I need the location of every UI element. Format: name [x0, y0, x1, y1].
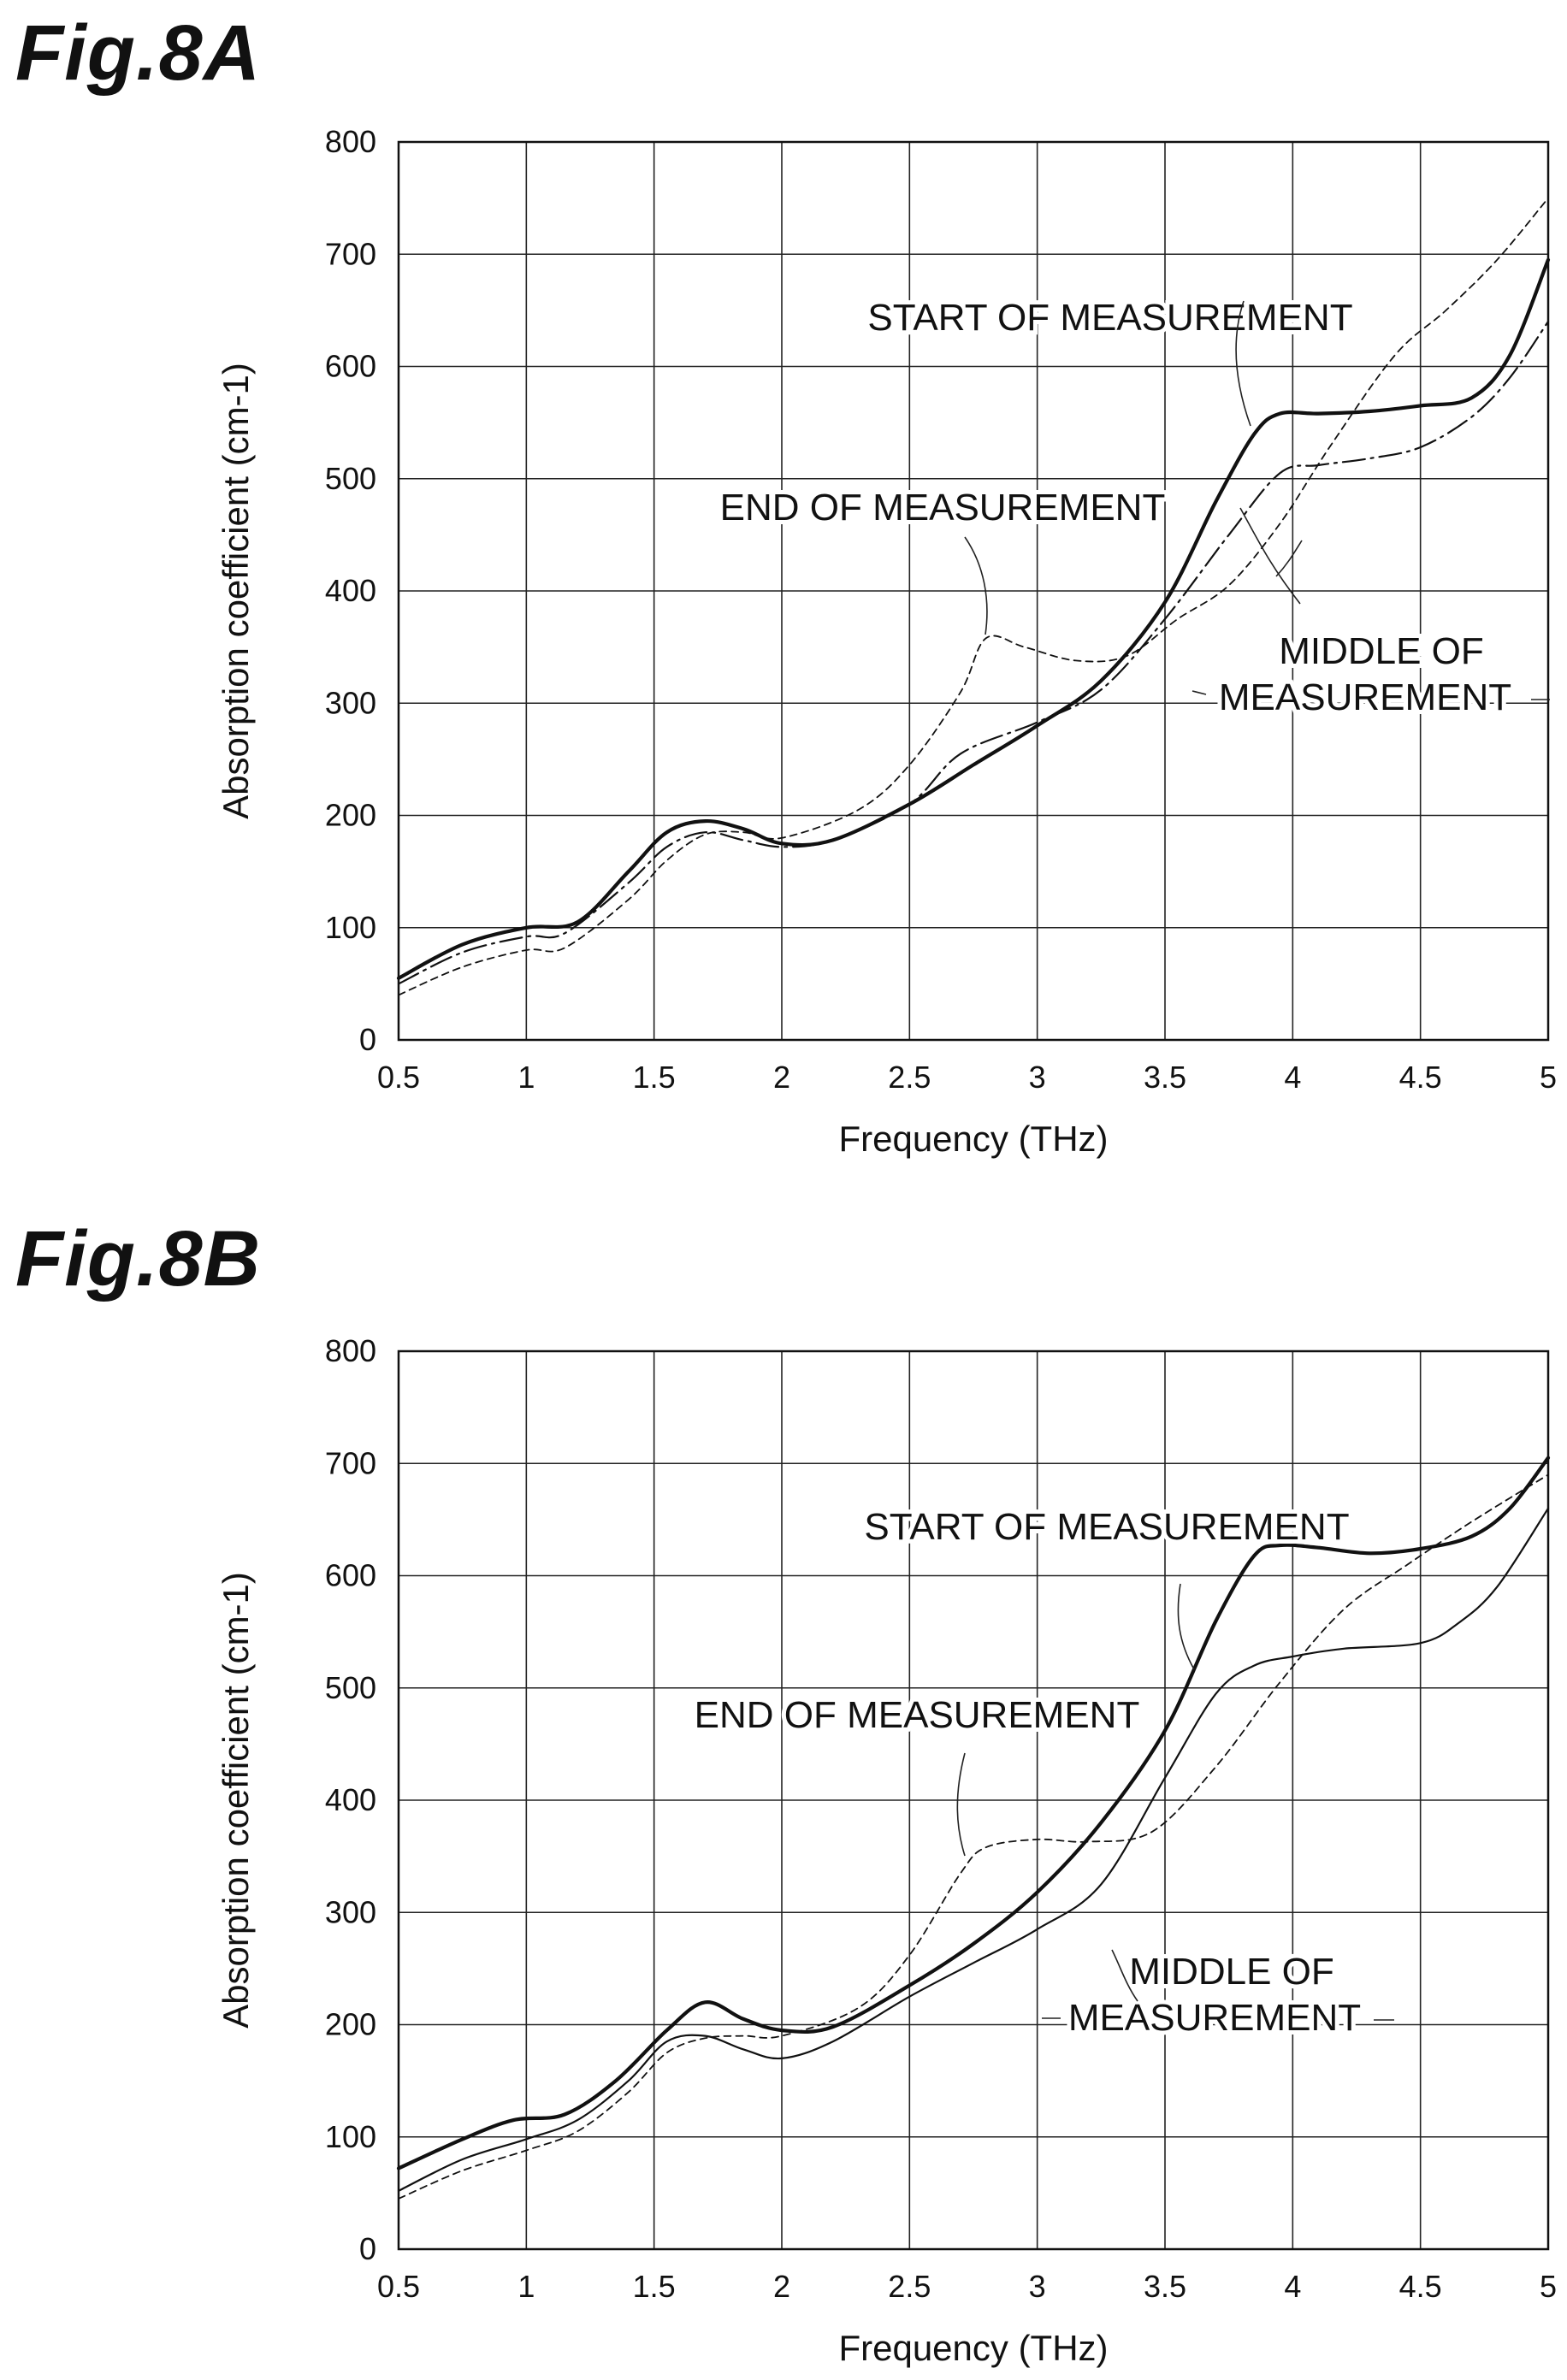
x-tick-label: 1.5 [633, 2269, 676, 2304]
x-tick-label: 4.5 [1399, 1060, 1442, 1095]
annotation-leader-line [1111, 1949, 1138, 2002]
x-tick-label: 5 [1540, 1060, 1557, 1095]
y-tick-label: 600 [325, 349, 376, 384]
plot-frame [397, 1349, 1550, 2251]
x-tick-label: 3.5 [1144, 2269, 1186, 2304]
annotation-leader-line [956, 1752, 966, 1857]
chart-figure-8b: 0.5 1 1.5 2 2.5 3 3.5 4 4.5 5 0 100 200 300 400 500 600 7… [216, 1333, 1557, 2368]
x-tick-label: 4 [1284, 1060, 1301, 1095]
plot-frame [397, 140, 1550, 1042]
figure-a-title: Fig.8A [15, 9, 262, 97]
annotation-start: START OF MEASUREMENT [864, 1506, 1349, 1548]
y-tick-label: 500 [325, 461, 376, 496]
annotation-leader-line [1235, 300, 1251, 427]
annotation-leader-line [1239, 507, 1301, 605]
annotation-leader-line [1177, 1583, 1195, 1670]
x-tick-label: 1.5 [633, 1060, 676, 1095]
annotation-middle1: MIDDLE OF [1129, 1951, 1334, 1993]
annotation-leader-line [1275, 540, 1303, 577]
x-tick-label: 4.5 [1399, 2269, 1442, 2304]
series-line-start-of-measurement [396, 257, 1551, 980]
y-tick-label: 700 [325, 1445, 376, 1480]
y-tick-label: 500 [325, 1670, 376, 1705]
series-line-start-of-measurement [396, 1456, 1551, 2170]
series-line-middle-of-measurement [397, 1507, 1550, 2192]
y-tick-label: 100 [325, 910, 376, 945]
annotation-leader-line [1192, 690, 1207, 695]
x-axis-label: Frequency (THz) [838, 1119, 1108, 1159]
y-tick-label: 0 [359, 1022, 376, 1057]
annotation-middle2: MEASUREMENT [1068, 1997, 1361, 2039]
annotation-end: END OF MEASUREMENT [695, 1694, 1140, 1736]
y-axis-label: Absorption coefficient (cm-1) [216, 1572, 256, 2029]
x-tick-label: 2 [773, 2269, 790, 2304]
y-tick-label: 200 [325, 2007, 376, 2042]
chart-figure-8a: 0.5 1 1.5 2 2.5 3 3.5 4 4.5 5 0 100 200 300 400 500 600 7… [216, 124, 1557, 1159]
y-tick-label: 400 [325, 573, 376, 608]
y-tick-label: 400 [325, 1782, 376, 1817]
annotation-middle2: MEASUREMENT [1219, 676, 1511, 718]
annotation-end: END OF MEASUREMENT [720, 487, 1166, 529]
x-tick-label: 0.5 [377, 2269, 420, 2304]
series-line-end-of-measurement [398, 1473, 1549, 2200]
x-tick-label: 1 [517, 2269, 535, 2304]
annotation-leader-line [964, 536, 988, 635]
x-tick-label: 2 [773, 1060, 790, 1095]
plot-area [396, 1349, 1551, 2251]
x-tick-label: 3.5 [1144, 1060, 1186, 1095]
series-line-end-of-measurement [398, 197, 1549, 996]
plot-area [396, 140, 1551, 1042]
y-tick-label: 700 [325, 236, 376, 271]
x-tick-label: 5 [1540, 2269, 1557, 2304]
x-axis-label: Frequency (THz) [838, 2328, 1108, 2368]
y-tick-label: 800 [325, 1333, 376, 1368]
series-line-middle-of-measurement [397, 320, 1550, 985]
x-tick-label: 2.5 [888, 2269, 931, 2304]
y-tick-label: 0 [359, 2231, 376, 2266]
y-tick-label: 300 [325, 685, 376, 720]
annotation-middle1: MIDDLE OF [1279, 630, 1484, 672]
x-tick-label: 3 [1029, 1060, 1046, 1095]
y-tick-label: 800 [325, 124, 376, 159]
y-tick-label: 300 [325, 1894, 376, 1929]
figure-b-title: Fig.8B [15, 1215, 262, 1302]
y-axis-label: Absorption coefficient (cm-1) [216, 363, 256, 819]
y-tick-label: 100 [325, 2119, 376, 2154]
annotation-start: START OF MEASUREMENT [867, 297, 1352, 339]
x-tick-label: 1 [517, 1060, 535, 1095]
x-tick-label: 2.5 [888, 1060, 931, 1095]
x-tick-label: 0.5 [377, 1060, 420, 1095]
y-tick-label: 600 [325, 1558, 376, 1593]
x-tick-label: 4 [1284, 2269, 1301, 2304]
y-tick-label: 200 [325, 798, 376, 833]
x-tick-label: 3 [1029, 2269, 1046, 2304]
